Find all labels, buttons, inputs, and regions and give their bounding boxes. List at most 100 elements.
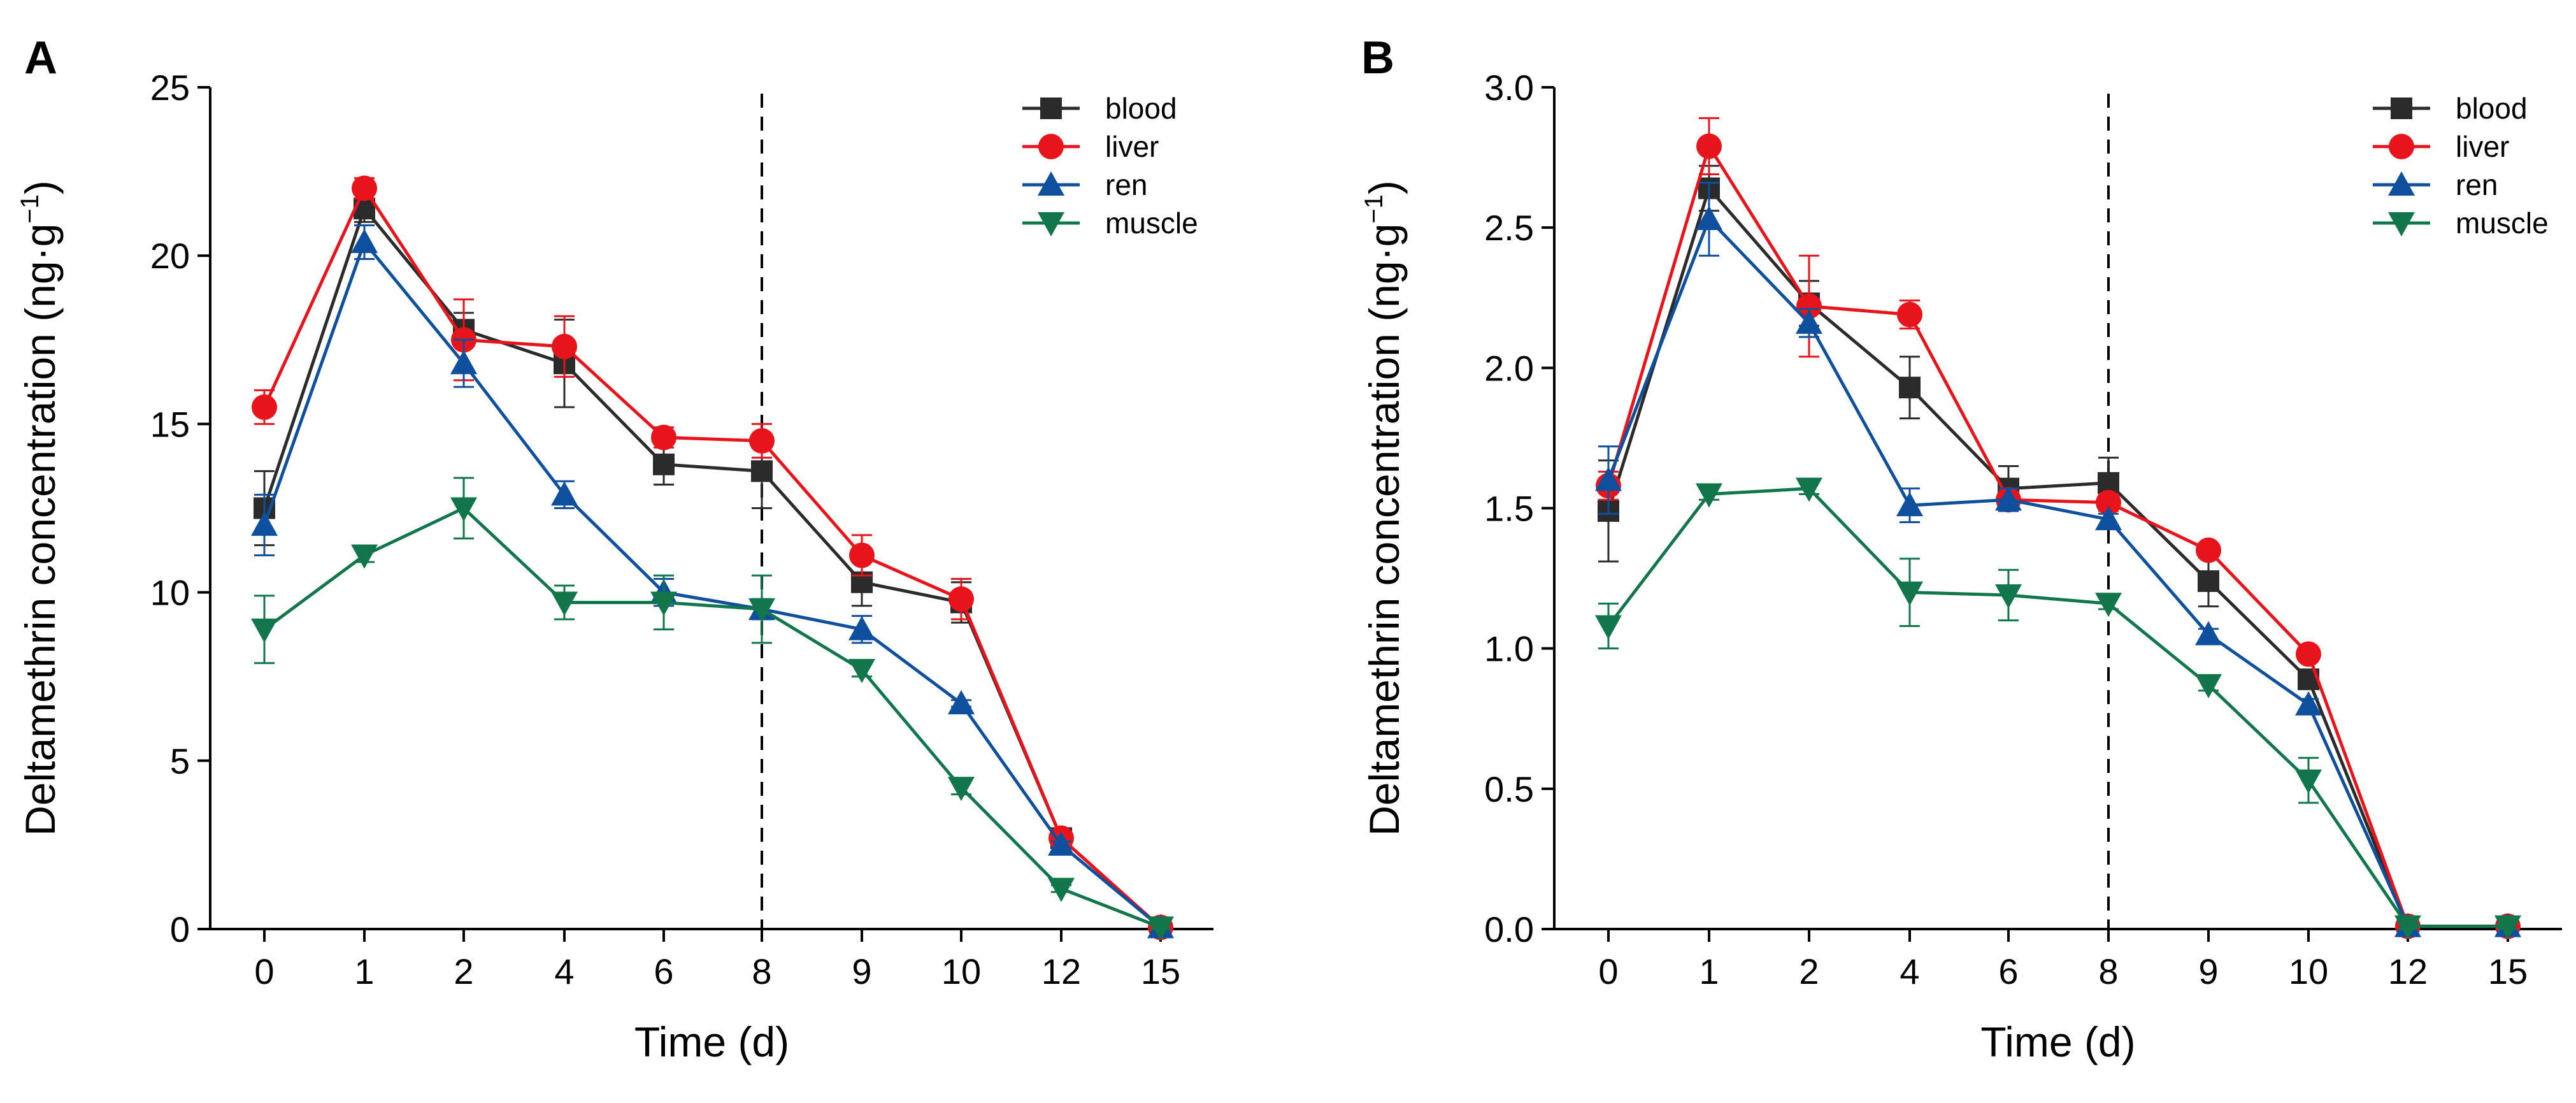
legend-label: ren [1105, 168, 1147, 201]
series-blood [254, 194, 1171, 939]
series-liver [1596, 117, 2521, 939]
data-point [749, 428, 775, 454]
data-point [252, 394, 277, 420]
series-ren [251, 224, 1174, 939]
data-point [1995, 584, 2022, 609]
x-tick-label: 4 [1900, 951, 1919, 991]
x-tick-label: 10 [2289, 951, 2328, 991]
data-point [2295, 691, 2322, 716]
data-point [450, 497, 477, 522]
data-point [551, 591, 578, 616]
y-tick-label: 0.0 [1484, 909, 1534, 949]
x-tick-label: 15 [1141, 951, 1180, 991]
x-tick-label: 1 [1699, 951, 1719, 991]
legend-marker [2388, 171, 2415, 196]
data-point [1595, 466, 1622, 491]
y-tick-label: 15 [150, 404, 190, 444]
legend-marker [2389, 134, 2414, 159]
y-axis-title: Deltamethrin concentration (ng·g−1) [1360, 180, 1408, 836]
series-muscle [1595, 477, 2521, 940]
x-tick-label: 15 [2488, 951, 2528, 991]
data-point [2394, 915, 2421, 940]
y-axis-title: Deltamethrin concentration (ng·g−1) [16, 180, 64, 836]
data-point [2195, 674, 2222, 698]
data-point [1995, 486, 2022, 511]
data-point [351, 229, 378, 254]
data-point [2494, 915, 2521, 940]
data-point [1897, 301, 1922, 328]
legend-label: ren [2456, 168, 2498, 201]
data-point [1048, 877, 1075, 902]
x-tick-label: 0 [254, 951, 274, 991]
legend-label: liver [2456, 130, 2509, 163]
series-line [262, 240, 1162, 929]
data-point [2096, 489, 2121, 515]
data-point [2095, 506, 2122, 531]
data-point [948, 586, 974, 612]
legend-item-ren: ren [2373, 168, 2498, 201]
y-tick-label: 1.0 [1484, 629, 1534, 669]
panel-label: B [1361, 32, 1394, 83]
y-tick-label: 2.5 [1484, 208, 1534, 248]
data-point [1796, 477, 1822, 502]
legend: blood liver ren muscle [2373, 92, 2549, 240]
chart-panel-b: B0.00.51.01.52.02.53.00 1 2 4 6 8 9 10 12 15Time … [1360, 32, 2562, 1065]
data-point [849, 542, 875, 568]
data-point [1796, 293, 1822, 319]
data-point [751, 460, 773, 482]
series-liver [252, 175, 1173, 941]
data-point [650, 591, 677, 616]
x-tick-label: 2 [454, 951, 473, 991]
data-point [1896, 581, 1923, 606]
y-tick-label: 3.0 [1484, 68, 1534, 108]
legend-item-muscle: muscle [1022, 206, 1198, 240]
series-line [1606, 144, 2508, 928]
x-tick-label: 12 [1041, 951, 1081, 991]
data-point [251, 618, 278, 643]
legend-item-ren: ren [1022, 168, 1147, 201]
data-point [1595, 615, 1622, 640]
legend-item-blood: blood [2373, 92, 2528, 125]
legend-label: blood [1105, 92, 1177, 125]
series-line [262, 206, 1162, 929]
y-tick-label: 0 [170, 909, 190, 949]
x-tick-label: 12 [2388, 951, 2428, 991]
data-point [848, 659, 875, 684]
data-point [2295, 769, 2322, 794]
data-point [2196, 537, 2221, 563]
series-line [263, 507, 1161, 929]
legend-label: muscle [1105, 206, 1198, 240]
x-tick-label: 6 [1998, 951, 2018, 991]
legend-item-blood: blood [1022, 92, 1177, 125]
legend-label: liver [1105, 130, 1159, 163]
data-point [1696, 483, 1722, 508]
data-point [2296, 641, 2321, 667]
data-point [352, 175, 377, 201]
series-line [262, 187, 1162, 929]
legend-item-liver: liver [1022, 130, 1159, 163]
legend-marker [2388, 212, 2415, 236]
x-tick-label: 2 [1799, 951, 1819, 991]
legend: blood liver ren muscle [1022, 92, 1198, 240]
data-point [1696, 133, 1722, 159]
y-tick-label: 5 [170, 741, 190, 781]
series-blood [1598, 164, 2519, 937]
legend-marker [2391, 97, 2412, 119]
legend-item-muscle: muscle [2373, 206, 2549, 240]
data-point [2095, 593, 2122, 617]
x-axis-title: Time (d) [1980, 1018, 2135, 1065]
x-tick-label: 4 [554, 951, 574, 991]
legend-marker [1038, 171, 1064, 196]
x-tick-label: 1 [354, 951, 374, 991]
legend-marker [1038, 134, 1064, 159]
data-point [651, 424, 676, 451]
data-point [1147, 916, 1174, 941]
x-axis-title: Time (d) [634, 1018, 789, 1065]
x-tick-label: 10 [941, 951, 981, 991]
legend-marker [1038, 212, 1064, 236]
x-tick-label: 6 [654, 951, 673, 991]
series-ren [1595, 182, 2521, 937]
x-tick-label: 9 [852, 951, 871, 991]
